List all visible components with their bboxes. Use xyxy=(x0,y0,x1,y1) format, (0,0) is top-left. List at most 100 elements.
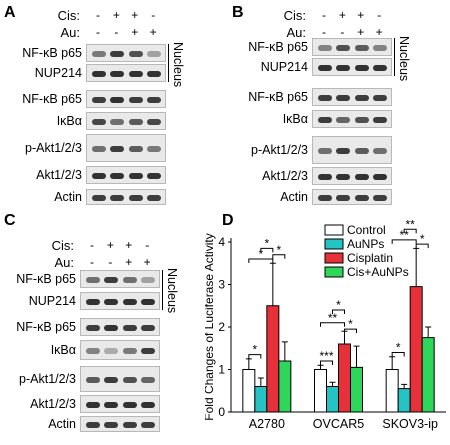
blot-band xyxy=(354,195,369,201)
nucleus-label: Nucleus xyxy=(171,42,185,88)
blot-row-label: NUP214 xyxy=(260,60,308,74)
treatment-sign: - xyxy=(96,25,100,39)
treatment-sign: - xyxy=(114,25,119,39)
treatment-sign: + xyxy=(125,255,133,269)
blot-band xyxy=(86,422,100,428)
legend-label: Cis+AuNPs xyxy=(347,265,409,279)
blot-row-label: IκBα xyxy=(56,114,82,128)
blot-band xyxy=(104,348,119,354)
blot-band xyxy=(141,277,156,283)
y-tick-label: 1 xyxy=(218,363,225,377)
legend-swatch xyxy=(324,224,344,236)
blot-band xyxy=(122,377,137,383)
blot-strip xyxy=(86,44,166,62)
blot-band xyxy=(147,97,162,103)
blot-band xyxy=(141,402,156,408)
treatment-sign: - xyxy=(322,25,326,39)
blot-band xyxy=(336,45,351,51)
bar xyxy=(397,388,411,413)
blot-band xyxy=(336,195,351,201)
blot-row: p-Akt1/2/3 xyxy=(19,366,160,392)
treatment-sign: - xyxy=(90,238,94,252)
blot-row: NF-κB p65 xyxy=(22,90,166,108)
blot-band xyxy=(373,117,388,123)
blot-band xyxy=(128,195,143,201)
treatment-sign: + xyxy=(131,25,139,39)
blot-band xyxy=(318,174,332,180)
blot-band xyxy=(373,95,388,101)
treatment-sign: + xyxy=(375,25,383,39)
blot-band xyxy=(128,146,143,152)
blot-row: Actin xyxy=(54,189,166,205)
y-tick-label: 3 xyxy=(218,278,225,292)
blot-row-label: NF-κB p65 xyxy=(16,272,76,286)
blot-band xyxy=(373,195,388,201)
treatment-sign: + xyxy=(149,25,157,39)
significance-label: * xyxy=(348,317,353,331)
significance-bracket xyxy=(391,352,405,357)
significance-bracket xyxy=(260,247,274,253)
blot-band xyxy=(86,348,100,354)
x-tick-label: OVCAR5 xyxy=(313,417,364,431)
x-tick-label: A2780 xyxy=(249,417,285,431)
blot-band xyxy=(92,119,106,125)
blot-band xyxy=(128,71,143,77)
blot-band xyxy=(373,174,388,180)
blot-strip xyxy=(80,366,160,392)
bar xyxy=(385,369,399,413)
bar xyxy=(254,386,268,413)
blot-band xyxy=(86,402,100,408)
bar xyxy=(421,337,435,413)
blot-row: IκBα xyxy=(283,110,392,128)
blot-band xyxy=(147,51,162,57)
blot-row-label: Akt1/2/3 xyxy=(36,168,82,182)
blot-row-label: p-Akt1/2/3 xyxy=(25,141,82,155)
blot-strip xyxy=(80,395,160,413)
blot-band xyxy=(104,325,119,331)
blot-band xyxy=(86,277,100,283)
nucleus-label: Nucleus xyxy=(165,268,179,314)
blot-band xyxy=(110,51,125,57)
treatment-label: Au: xyxy=(54,255,74,270)
panel-d-letter: D xyxy=(222,212,234,229)
significance-bracket xyxy=(272,254,286,259)
blot-row-label: p-Akt1/2/3 xyxy=(251,143,308,157)
blot-band xyxy=(318,195,332,201)
panel-letter: A xyxy=(4,4,16,21)
treatment-sign: + xyxy=(125,238,133,252)
blot-band xyxy=(128,173,143,179)
blot-row: NUP214 xyxy=(29,292,160,310)
blot-row-label: Actin xyxy=(280,190,308,204)
blot-row: Actin xyxy=(280,189,392,205)
treatment-sign: - xyxy=(145,238,150,252)
significance-label: ** xyxy=(405,217,415,231)
blot-strip xyxy=(86,112,166,130)
significance-label: ** xyxy=(399,228,409,242)
blot-row: NF-κB p65 xyxy=(248,88,392,106)
blot-row: p-Akt1/2/3 xyxy=(251,136,392,164)
blot-row-label: NUP214 xyxy=(34,66,82,80)
blot-row-label: NF-κB p65 xyxy=(248,90,308,104)
significance-label: *** xyxy=(319,349,333,363)
blot-strip xyxy=(80,292,160,310)
significance-label: ** xyxy=(328,311,338,325)
legend-swatch xyxy=(324,266,344,278)
significance-label: * xyxy=(396,341,401,355)
blot-band xyxy=(373,45,388,51)
blot-band xyxy=(354,65,369,71)
blot-band xyxy=(110,146,125,152)
y-tick-label: 0 xyxy=(218,405,225,419)
treatment-label: Au: xyxy=(60,25,80,40)
blot-row-label: p-Akt1/2/3 xyxy=(19,372,76,386)
blot-band xyxy=(92,71,106,77)
treatment-sign: + xyxy=(357,25,365,39)
blot-band xyxy=(110,195,125,201)
blot-band xyxy=(92,195,106,201)
y-axis-title: Fold Changes of Luciferase Activity xyxy=(205,233,216,420)
blot-band xyxy=(104,277,119,283)
blot-row-label: Actin xyxy=(54,190,82,204)
blot-band xyxy=(104,402,119,408)
blot-band xyxy=(354,117,369,123)
y-tick-label: 4 xyxy=(218,235,225,249)
